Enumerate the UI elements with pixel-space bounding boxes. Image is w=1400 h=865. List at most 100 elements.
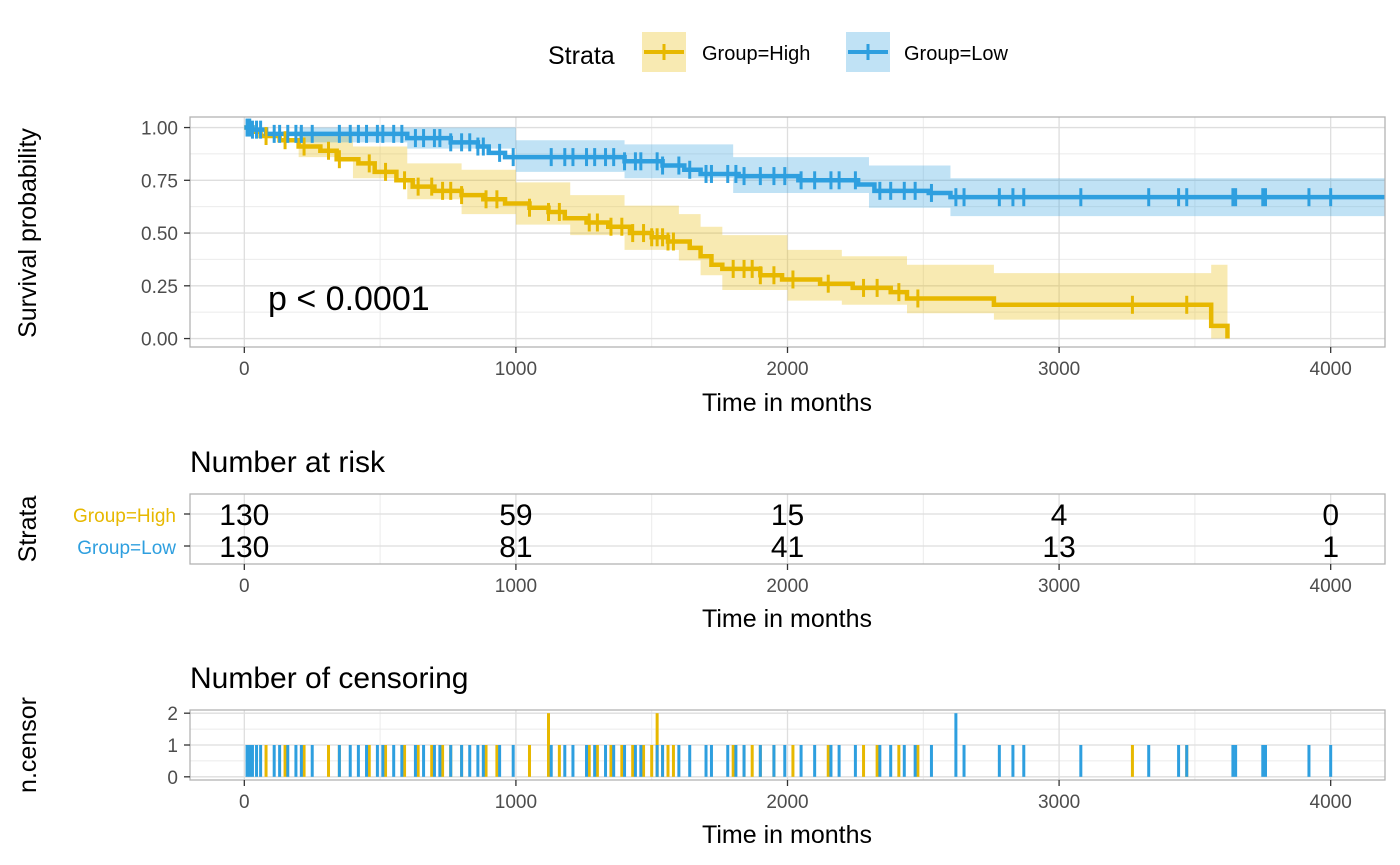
censor-bar	[997, 745, 1001, 777]
censor-bar	[734, 745, 738, 777]
censor-bar	[595, 745, 599, 777]
censor-bar	[1261, 745, 1265, 777]
censor-bar	[666, 745, 670, 777]
censor-bar	[356, 745, 360, 777]
censor-bar	[875, 745, 879, 777]
censor-bar	[1234, 745, 1238, 777]
censor-bar	[916, 745, 920, 777]
censor-bar	[294, 745, 298, 777]
censor-bar	[633, 745, 637, 777]
risk-table-panel: Number at risk 130 59 15 4 0 130 81 41 13 1 Group…	[14, 446, 1386, 633]
censor-bar	[255, 745, 259, 777]
censor-bar	[742, 745, 746, 777]
x-tick-label: 0	[239, 576, 250, 597]
x-tick-label: 3000	[1038, 359, 1080, 380]
censor-bar	[639, 745, 643, 777]
censor-bar	[511, 745, 515, 777]
censor-bar	[623, 745, 627, 777]
x-tick-label: 1000	[495, 576, 537, 597]
censor-bar	[549, 745, 553, 777]
risk-cell: 41	[771, 531, 804, 564]
censor-bar	[438, 745, 442, 777]
censor-bar	[557, 745, 561, 777]
censor-bar	[1079, 745, 1083, 777]
x-tick-label: 2000	[766, 792, 808, 813]
x-tick-label: 4000	[1310, 792, 1352, 813]
censor-bar	[403, 745, 407, 777]
x-tick-label: 3000	[1038, 792, 1080, 813]
censor-bar	[902, 745, 906, 777]
censor-bar	[460, 745, 464, 777]
censor-bar	[1147, 745, 1151, 777]
risk-table-grid	[190, 494, 1385, 564]
risk-table-title: Number at risk	[190, 446, 386, 479]
risk-row-label: Group=Low	[77, 538, 176, 559]
risk-table-cells: 130 59 15 4 0 130 81 41 13 1	[219, 499, 1339, 564]
censor-bar	[400, 745, 404, 777]
censor-bar	[299, 745, 303, 777]
x-tick-label: 2000	[766, 576, 808, 597]
x-tick-label: 2000	[766, 359, 808, 380]
censor-bar	[367, 745, 371, 777]
censor-bar	[484, 745, 488, 777]
censor-bar	[731, 745, 735, 777]
censor-bar	[310, 745, 314, 777]
censor-bar	[897, 745, 901, 777]
censor-bar	[913, 745, 917, 777]
censor-bar	[878, 745, 882, 777]
censor-bar	[813, 745, 817, 777]
survival-y-label: Survival probability	[14, 128, 42, 338]
censor-bar	[593, 745, 597, 777]
x-tick-label: 1000	[495, 792, 537, 813]
censor-x-label: Time in months	[702, 821, 872, 849]
legend-item-low: Group=Low	[846, 32, 1009, 72]
y-tick-label: 1	[167, 736, 178, 757]
censor-bar	[799, 745, 803, 777]
x-tick-label: 1000	[495, 359, 537, 380]
censor-bar	[468, 745, 472, 777]
x-tick-label: 4000	[1310, 359, 1352, 380]
legend-title: Strata	[548, 42, 615, 70]
censor-bar	[327, 745, 331, 777]
censor-bar	[283, 745, 287, 777]
censor-bar	[620, 745, 624, 777]
y-tick-label: 0.50	[141, 224, 178, 245]
censor-bar	[441, 745, 445, 777]
x-tick-label: 0	[239, 792, 250, 813]
censor-bar	[772, 745, 776, 777]
censor-bar	[1022, 745, 1026, 777]
censor-bar	[1011, 745, 1015, 777]
censor-bar	[829, 745, 833, 777]
risk-cell: 13	[1042, 531, 1075, 564]
y-tick-label: 0.25	[141, 277, 178, 298]
x-tick-label: 4000	[1310, 576, 1352, 597]
censor-bar	[688, 745, 692, 777]
censor-bar	[889, 745, 893, 777]
p-value-annotation: p < 0.0001	[268, 280, 430, 318]
censor-bar	[650, 745, 654, 777]
censor-bar	[495, 745, 499, 777]
legend-label-low: Group=Low	[904, 43, 1009, 65]
censor-bar	[661, 745, 665, 777]
risk-y-label: Strata	[14, 496, 42, 563]
censor-bar	[1329, 745, 1333, 777]
censor-bar	[365, 745, 369, 777]
survival-line-high	[244, 125, 1230, 339]
censor-bar	[264, 745, 268, 777]
censor-bar	[609, 745, 613, 777]
censor-bar	[1231, 745, 1235, 777]
censor-y-ticks: 0 1 2	[167, 704, 190, 789]
censor-bar	[1307, 745, 1311, 777]
censor-bar	[791, 745, 795, 777]
censor-bar	[1264, 745, 1267, 777]
censor-bar	[498, 745, 502, 777]
censor-bar	[416, 745, 420, 777]
censor-bar	[248, 745, 252, 777]
censor-bar	[547, 713, 550, 777]
censor-bar	[709, 745, 713, 777]
censor-bar	[929, 745, 933, 777]
censor-bar	[250, 745, 254, 777]
censor-bar	[726, 745, 730, 777]
censor-bar	[671, 745, 675, 777]
